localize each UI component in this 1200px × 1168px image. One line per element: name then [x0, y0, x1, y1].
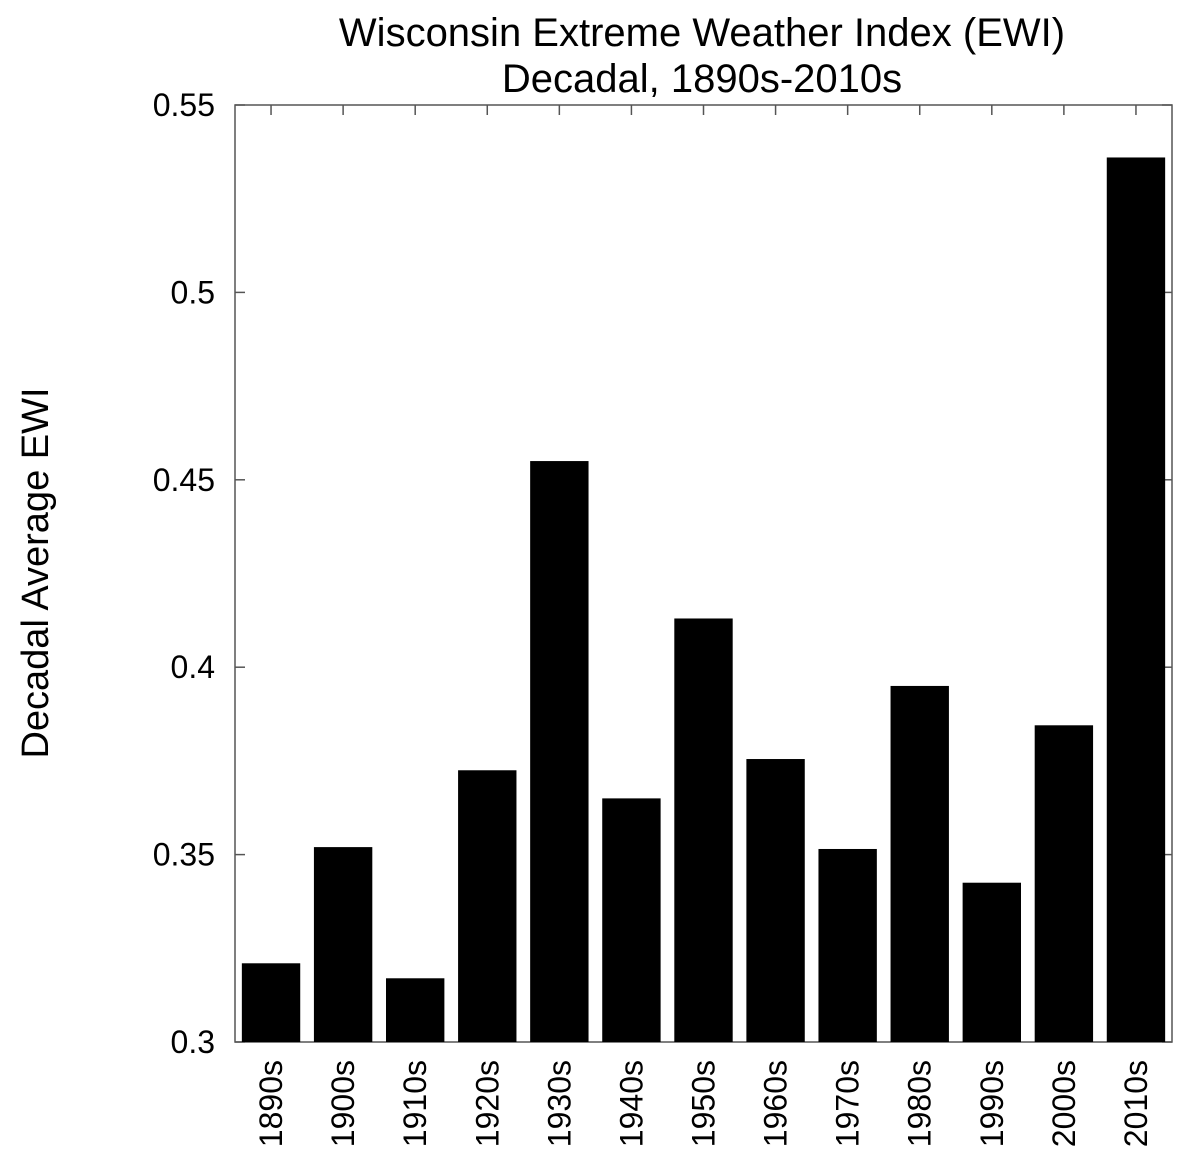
y-tick-label: 0.45 [153, 462, 215, 498]
y-tick-label: 0.4 [171, 649, 215, 685]
x-tick-label: 1960s [758, 1060, 794, 1147]
x-tick-label: 1900s [325, 1060, 361, 1147]
x-tick-label: 2000s [1046, 1060, 1082, 1147]
bar-1970s [818, 848, 877, 1042]
x-tick-label: 1990s [974, 1060, 1010, 1147]
x-tick-label: 1940s [613, 1060, 649, 1147]
x-tick-label: 1890s [253, 1060, 289, 1147]
bar-2010s [1106, 157, 1166, 1043]
x-tick-label: 1970s [830, 1060, 866, 1147]
bar-1890s [241, 963, 301, 1042]
bar-1940s [602, 798, 661, 1042]
bar-1950s [674, 618, 733, 1042]
chart-subtitle: Decadal, 1890s-2010s [502, 57, 902, 101]
y-tick-label: 0.3 [171, 1024, 215, 1060]
bar-1960s [746, 759, 805, 1042]
y-axis-title: Decadal Average EWI [15, 387, 57, 758]
x-tick-label: 1920s [469, 1060, 505, 1147]
chart-title: Wisconsin Extreme Weather Index (EWI) [339, 11, 1065, 55]
y-tick-label: 0.55 [153, 87, 215, 123]
bar-1980s [890, 685, 949, 1042]
bar-1900s [313, 847, 373, 1042]
bar-1930s [530, 461, 589, 1042]
y-tick-label: 0.35 [153, 837, 215, 873]
x-tick-label: 1950s [686, 1060, 722, 1147]
x-tick-label: 2010s [1118, 1060, 1154, 1147]
bar-1910s [386, 978, 445, 1042]
x-tick-label: 1930s [541, 1060, 577, 1147]
bar-1990s [962, 882, 1021, 1042]
bar-2000s [1034, 725, 1094, 1042]
x-tick-label: 1980s [902, 1060, 938, 1147]
bar-1920s [458, 770, 517, 1042]
x-tick-label: 1910s [397, 1060, 433, 1147]
y-tick-label: 0.5 [171, 274, 215, 310]
